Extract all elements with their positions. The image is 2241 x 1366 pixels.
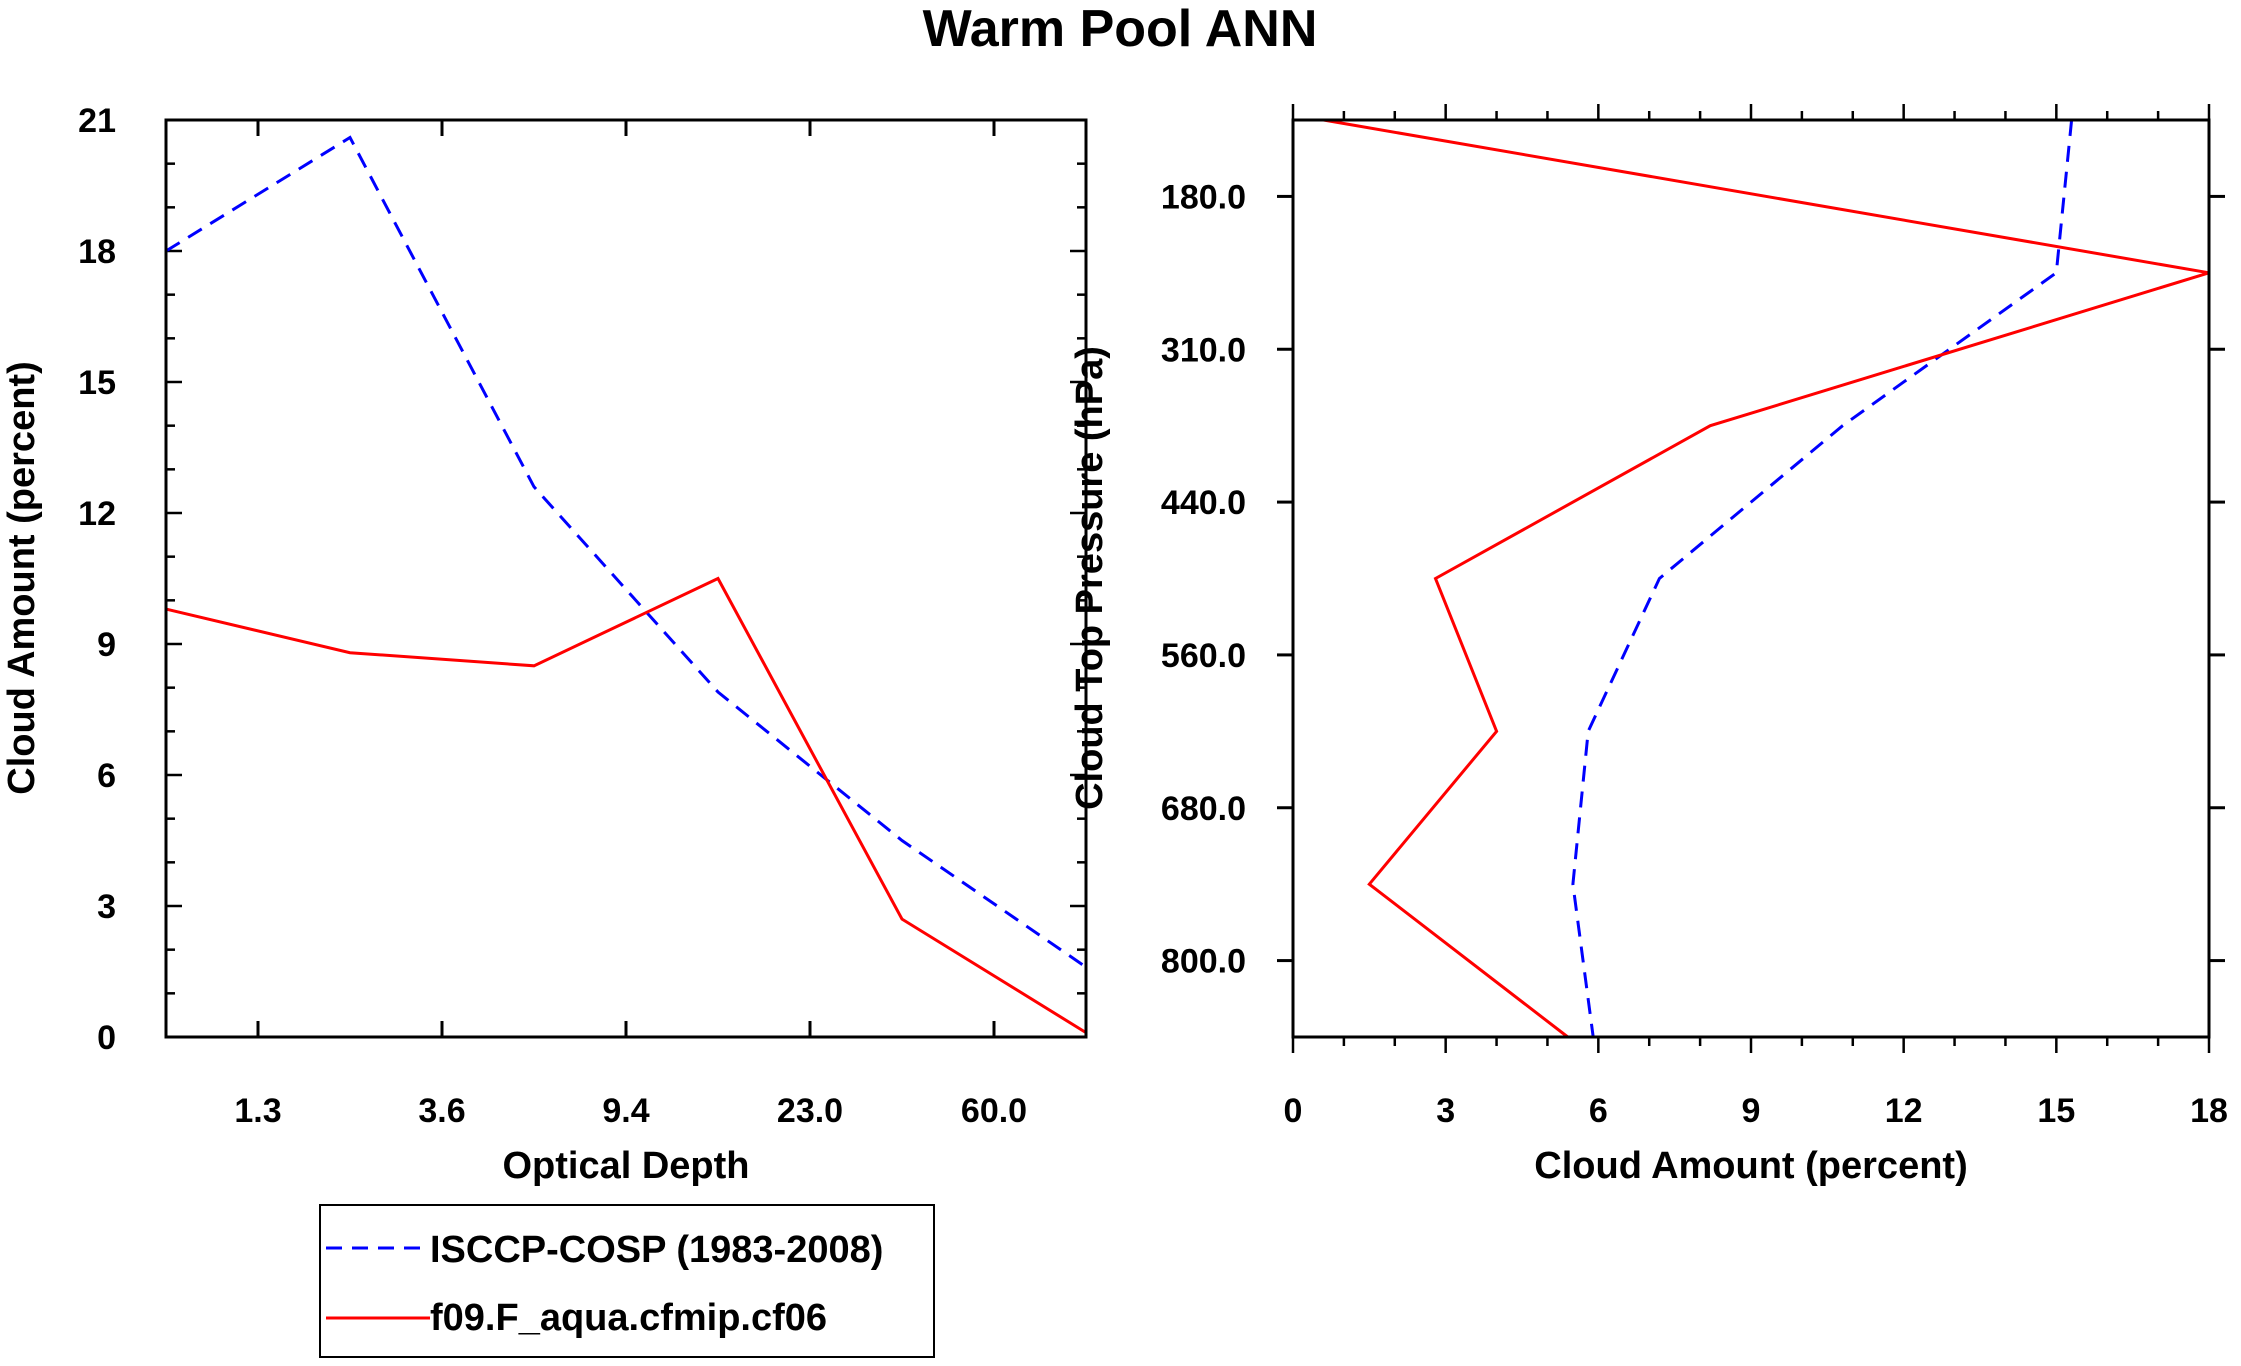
right-y-tick-label: 180.0	[1161, 178, 1246, 216]
left-plot-frame	[164, 118, 1088, 1039]
right-plot-frame	[1291, 118, 2211, 1039]
legend-label-isccp: ISCCP-COSP (1983-2008)	[430, 1229, 883, 1271]
right-x-tick-label: 6	[1589, 1092, 1608, 1130]
left-y-axis-label: Cloud Amount (percent)	[1, 361, 43, 794]
left-y-tick-label: 12	[78, 495, 116, 533]
left-ticks	[166, 118, 1086, 1039]
left-y-tick-label: 0	[97, 1019, 116, 1057]
left-ticklabels: 1.3 3.6 9.4 23.0 60.0 0 3 6 9 12 15 18 21	[78, 102, 1027, 1130]
right-y-tick-label: 680.0	[1161, 790, 1246, 828]
legend-box	[319, 1204, 935, 1358]
legend-label-model: f09.F_aqua.cfmip.cf06	[430, 1297, 827, 1339]
right-ticks	[1277, 104, 2225, 1053]
left-x-tick-label: 9.4	[602, 1092, 649, 1130]
left-y-tick-label: 15	[78, 364, 116, 402]
right-x-tick-label: 18	[2190, 1092, 2228, 1130]
right-y-axis-label: Cloud Top Pressure (hPa)	[1069, 346, 1111, 810]
left-x-tick-label: 60.0	[961, 1092, 1027, 1130]
right-panel: 0 3 6 9 12 15 18 180.0 310.0 440.0 560.0 680.0 800.0…	[1069, 104, 2228, 1187]
right-x-tick-label: 15	[2037, 1092, 2075, 1130]
left-x-tick-label: 1.3	[234, 1092, 281, 1130]
left-y-tick-label: 9	[97, 626, 116, 664]
right-x-tick-label: 9	[1742, 1092, 1761, 1130]
right-x-tick-label: 3	[1436, 1092, 1455, 1130]
right-series-line-model	[1323, 118, 2210, 1039]
left-x-tick-label: 3.6	[418, 1092, 465, 1130]
left-x-axis-label: Optical Depth	[502, 1145, 749, 1187]
left-y-tick-label: 6	[97, 757, 116, 795]
left-y-tick-label: 3	[97, 888, 116, 926]
left-y-tick-label: 18	[78, 233, 116, 271]
right-x-axis-label: Cloud Amount (percent)	[1534, 1145, 1967, 1187]
left-series-line-model	[165, 576, 1087, 1034]
left-x-tick-label: 23.0	[777, 1092, 843, 1130]
chart-title: Warm Pool ANN	[923, 0, 1318, 58]
left-lines	[165, 135, 1087, 1034]
right-y-tick-label: 560.0	[1161, 637, 1246, 675]
left-y-tick-label: 21	[78, 102, 116, 140]
left-panel: 1.3 3.6 9.4 23.0 60.0 0 3 6 9 12 15 18 21 Optical De…	[1, 102, 1088, 1187]
right-x-tick-label: 0	[1284, 1092, 1303, 1130]
right-ticklabels: 0 3 6 9 12 15 18 180.0 310.0 440.0 560.0 680.0 800.0	[1161, 178, 2228, 1130]
legend: ISCCP-COSP (1983-2008) f09.F_aqua.cfmip.…	[319, 1204, 935, 1358]
right-series-line-isccp	[1571, 119, 2074, 1038]
right-y-tick-label: 440.0	[1161, 484, 1246, 522]
right-lines	[1323, 118, 2210, 1039]
right-y-tick-label: 800.0	[1161, 943, 1246, 981]
right-x-tick-label: 12	[1885, 1092, 1923, 1130]
right-y-tick-label: 310.0	[1161, 331, 1246, 369]
left-series-line-isccp	[165, 135, 1087, 969]
